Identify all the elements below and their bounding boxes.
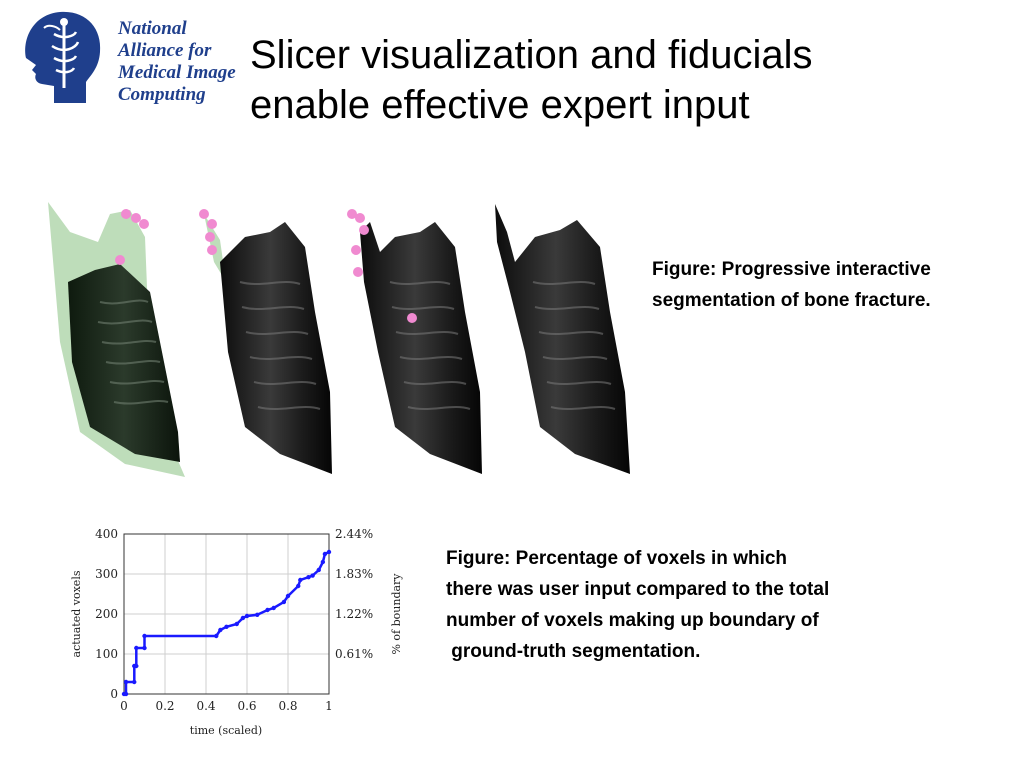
data-point [142,645,147,651]
fiducial-marker [407,313,417,323]
fiducial-marker [139,219,149,229]
x-tick-label: 0.8 [278,699,297,713]
fiducial-marker [351,245,361,255]
data-point [234,621,239,627]
bone-segmentation-figure [48,202,630,477]
title-line: enable effective expert input [250,83,750,127]
figure2-caption: Figure: Percentage of voxels in which th… [446,543,829,667]
data-point [123,679,129,685]
data-point [326,549,332,555]
logo-line: Medical Image [118,62,236,83]
data-point [271,605,276,611]
x-tick-label: 0.2 [155,699,174,713]
data-point [218,627,223,633]
bone-shape [495,204,630,474]
caption-line: ground-truth segmentation. [446,641,701,662]
bone-shape [360,222,482,474]
logo-text: National Alliance for Medical Image Comp… [118,18,236,106]
y2-tick-label: 0.61% [335,647,373,661]
data-point [320,559,326,565]
data-point [255,612,260,617]
plot-frame [123,533,330,695]
y2-axis-label: % of boundary [390,573,403,655]
fiducial-marker [207,219,217,229]
y2-tick-label: 1.22% [335,607,373,621]
fiducial-marker [131,213,141,223]
data-point [265,607,270,613]
data-point [298,577,303,583]
x-tick-label: 0 [120,699,128,713]
series-line [124,550,330,696]
caption-line: Figure: Progressive interactive [652,259,931,280]
data-point [134,663,139,669]
fiducial-marker [359,225,369,235]
voxel-chart: 0 0.2 0.4 0.6 0.8 1 0 100 200 300 400 0.61% 1.22% 1.8… [70,527,403,737]
y-tick-label: 200 [95,607,118,621]
y-tick-label: 300 [95,567,118,581]
caption-line: number of voxels making up boundary of [446,610,819,631]
fiducial-marker [207,245,217,255]
data-point [214,633,219,639]
logo-line: Alliance for [118,40,212,61]
fiducial-marker [347,209,357,219]
caption-line: Figure: Percentage of voxels in which [446,548,788,569]
fiducial-marker [121,209,131,219]
y-tick-label: 100 [95,647,118,661]
data-point [240,615,246,621]
title-line: Slicer visualization and fiducials [250,33,813,77]
caption-line: there was user input compared to the tot… [446,579,830,600]
x-tick-label: 0.4 [196,699,215,713]
y2-tick-label: 2.44% [335,527,373,541]
logo-line: National [118,18,187,39]
series-points [121,549,332,697]
slide-title: Slicer visualization and fiducials enabl… [250,30,1010,130]
chart-ticks: 0 0.2 0.4 0.6 0.8 1 0 100 200 300 400 0.61% 1.22% 1.8… [95,527,373,713]
fiducial-marker [199,209,209,219]
fiducial-marker [115,255,125,265]
x-tick-label: 1 [325,699,333,713]
y-tick-label: 400 [95,527,118,541]
bone-view-1 [48,202,185,477]
caption-line: segmentation of bone fracture. [652,290,931,311]
data-point [134,645,139,651]
figure1-caption: Figure: Progressive interactive segmenta… [652,254,931,316]
y2-tick-label: 1.83% [335,567,373,581]
data-point [296,583,301,589]
data-point [123,691,129,697]
data-point [244,613,250,619]
bone-view-2 [199,209,332,474]
fiducial-marker [353,267,363,277]
chart-grid [123,533,330,695]
fiducial-marker [205,232,215,242]
x-axis-label: time (scaled) [190,724,262,737]
data-point [306,575,311,580]
data-point [132,679,137,685]
logo-line: Computing [118,84,206,105]
data-point [224,624,229,629]
data-point [285,593,291,599]
data-point [142,633,147,639]
y-axis-label: actuated voxels [70,570,83,657]
data-point [310,573,315,578]
data-point [316,567,321,573]
bone-view-3 [347,209,482,474]
data-point [281,599,287,605]
namic-logo: National Alliance for Medical Image Comp… [14,8,238,108]
data-point [322,551,328,557]
bone-shape [220,222,332,474]
y-tick-label: 0 [110,687,118,701]
fiducial-marker [355,213,365,223]
x-tick-label: 0.6 [237,699,256,713]
bone-view-4 [495,204,630,474]
head-caduceus-icon [25,11,101,103]
